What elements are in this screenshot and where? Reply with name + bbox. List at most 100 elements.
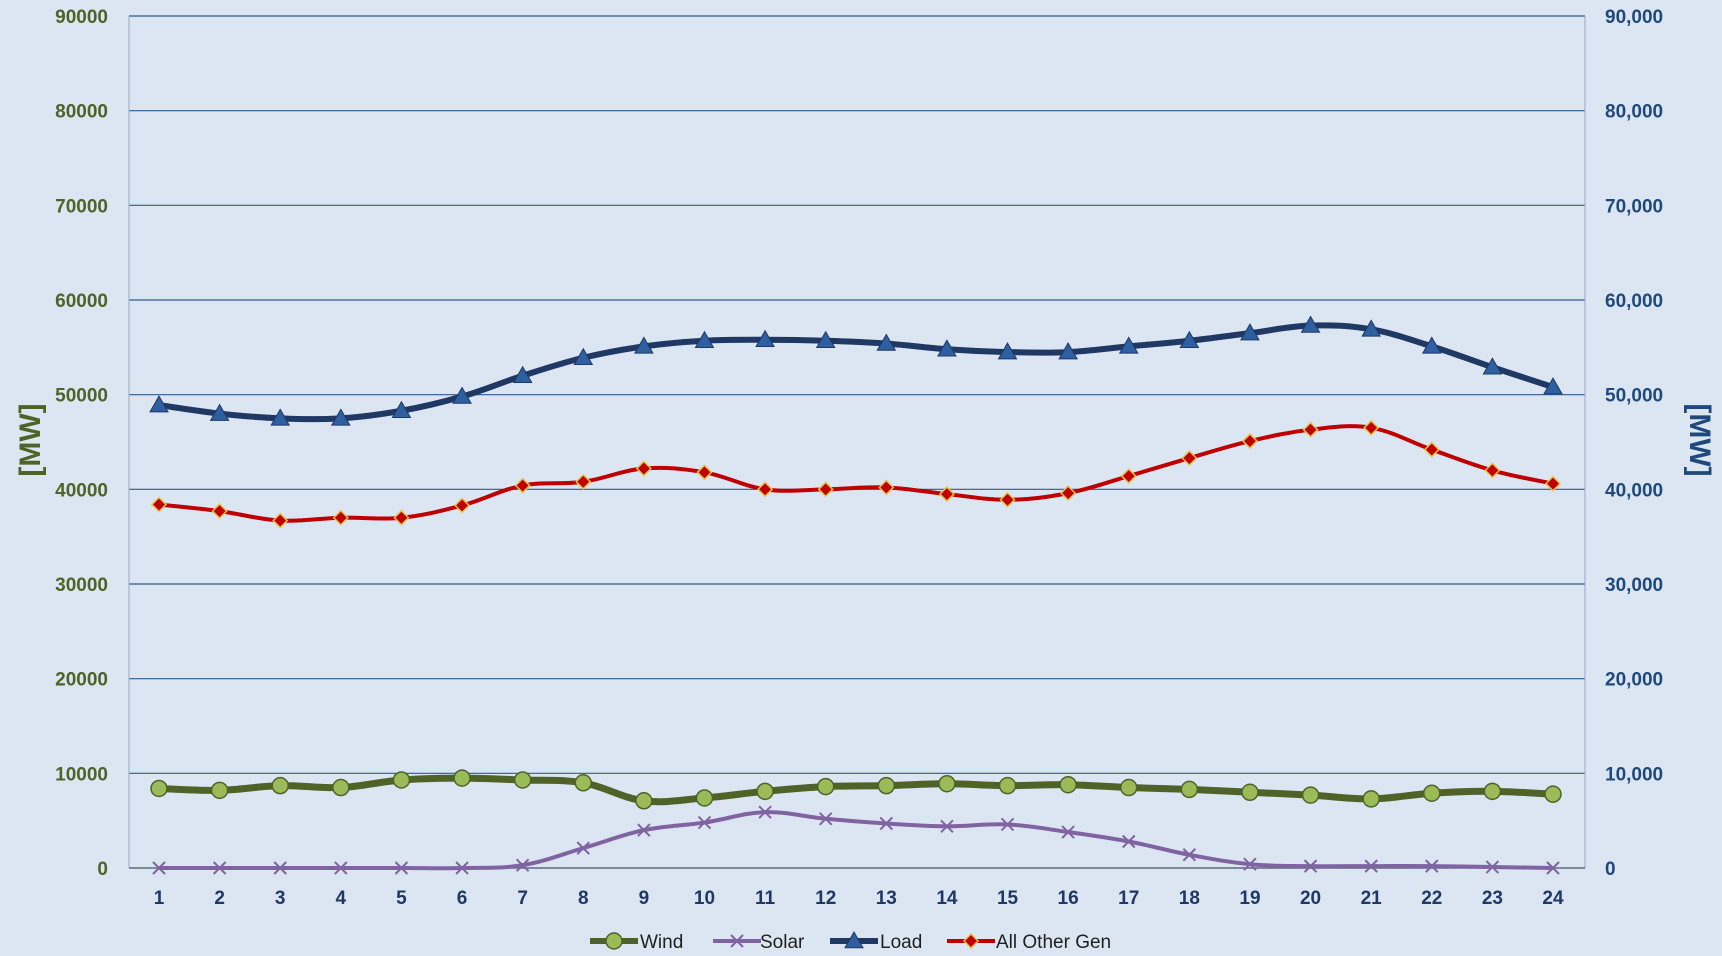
- legend-label-load: Load: [880, 932, 922, 953]
- data-point-load: [149, 395, 169, 413]
- data-point-all-other-gen: [1544, 475, 1562, 492]
- data-point-load: [330, 408, 351, 426]
- data-point-load: [452, 386, 472, 404]
- x-tick-label: 5: [396, 888, 407, 909]
- data-point-all-other-gen: [1423, 441, 1440, 458]
- data-point-all-other-gen: [514, 477, 531, 494]
- data-point-all-other-gen: [575, 473, 592, 490]
- data-point-wind: [1544, 785, 1562, 803]
- x-tick-label: 1: [154, 888, 165, 909]
- data-point-wind: [1483, 782, 1502, 801]
- legend-item-solar: Solar: [713, 932, 805, 953]
- data-point-all-other-gen: [757, 481, 774, 498]
- left-y-tick-label: 80000: [55, 102, 108, 123]
- data-point-wind: [998, 776, 1017, 795]
- data-point-load: [997, 342, 1018, 360]
- x-tick-label: 17: [1118, 888, 1139, 909]
- data-point-solar: [1000, 817, 1015, 832]
- data-point-wind: [1241, 783, 1259, 802]
- data-point-wind: [150, 779, 168, 798]
- x-tick-label: 19: [1239, 888, 1260, 909]
- legend-item-wind: Wind: [590, 932, 683, 953]
- data-point-wind: [938, 774, 956, 793]
- data-point-load: [634, 336, 654, 354]
- left-y-tick-label: 40000: [55, 480, 108, 501]
- x-tick-label: 20: [1300, 888, 1321, 909]
- data-point-load: [1058, 342, 1078, 360]
- series-layer: [149, 315, 1563, 875]
- data-point-wind: [1059, 775, 1077, 794]
- data-point-load: [1421, 336, 1442, 354]
- data-point-wind: [210, 781, 229, 800]
- data-point-wind: [756, 782, 774, 801]
- data-point-solar: [1546, 861, 1560, 875]
- right-y-tick-label: 40,000: [1605, 480, 1663, 501]
- data-point-solar: [758, 805, 772, 819]
- data-point-all-other-gen: [453, 497, 471, 514]
- data-point-wind: [877, 776, 896, 795]
- x-tick-label: 9: [639, 888, 650, 909]
- series-load: [149, 315, 1563, 426]
- legend-marker-wind: [605, 932, 623, 950]
- left-y-tick-label: 10000: [55, 764, 108, 785]
- x-tick-label: 6: [457, 888, 468, 909]
- data-point-wind: [392, 771, 411, 789]
- data-point-all-other-gen: [696, 464, 713, 481]
- left-y-tick-label: 30000: [55, 575, 108, 596]
- data-point-solar: [1061, 825, 1075, 839]
- legend-marker-all-other-gen: [962, 932, 980, 950]
- data-point-solar: [1364, 859, 1378, 873]
- plot-area: [129, 16, 1585, 868]
- x-ticks: 1 2 3 4 5 6 7 8 9 10 11 12 13 14 15 16 17 18 19 20 21 22 23 24: [154, 888, 1564, 909]
- legend-item-all-other-gen: All Other Gen: [947, 932, 1111, 953]
- series-line-solar: [159, 810, 1554, 871]
- x-tick-label: 18: [1179, 888, 1200, 909]
- x-tick-label: 7: [517, 888, 528, 909]
- data-point-load: [937, 339, 957, 357]
- data-point-solar: [455, 861, 469, 875]
- legend-marker-load: [844, 930, 864, 949]
- data-point-wind: [816, 777, 835, 796]
- legend-item-load: Load: [830, 930, 922, 953]
- x-tick-label: 3: [275, 888, 286, 909]
- left-y-tick-label: 0: [97, 859, 108, 880]
- data-point-all-other-gen: [1302, 421, 1319, 438]
- data-point-wind: [271, 776, 289, 795]
- x-tick-label: 22: [1421, 888, 1442, 909]
- data-point-wind: [513, 771, 532, 789]
- series-all-other-gen: [150, 419, 1562, 529]
- right-y-tick-label: 20,000: [1605, 670, 1663, 691]
- data-point-load: [1300, 315, 1321, 333]
- data-point-solar: [637, 823, 651, 837]
- data-point-wind: [1119, 778, 1138, 797]
- left-axis-title: [MW]: [14, 403, 47, 476]
- right-y-tick-label: 70,000: [1605, 196, 1663, 217]
- data-point-all-other-gen: [1060, 485, 1077, 502]
- left-y-tick-label: 20000: [55, 670, 108, 691]
- data-point-solar: [273, 861, 287, 875]
- x-tick-label: 15: [997, 888, 1019, 909]
- data-point-load: [815, 330, 836, 348]
- data-point-solar: [1485, 860, 1500, 874]
- data-point-load: [1118, 336, 1139, 354]
- right-y-tick-label: 90,000: [1605, 7, 1663, 28]
- data-point-load: [694, 330, 715, 348]
- data-point-load: [1240, 323, 1260, 341]
- data-point-wind: [1180, 780, 1199, 799]
- left-y-tick-label: 50000: [55, 386, 108, 407]
- series-solar: [152, 805, 1560, 875]
- data-point-all-other-gen: [999, 491, 1016, 508]
- data-point-wind: [1423, 784, 1441, 802]
- data-point-wind: [1362, 790, 1380, 808]
- data-point-wind: [453, 769, 471, 787]
- x-tick-label: 8: [578, 888, 589, 909]
- right-y-tick-label: 0: [1605, 859, 1616, 880]
- data-point-solar: [394, 861, 409, 875]
- data-point-solar: [515, 858, 530, 872]
- data-point-all-other-gen: [393, 509, 410, 526]
- right-y-tick-label: 80,000: [1605, 102, 1663, 123]
- data-point-solar: [576, 841, 590, 855]
- x-tick-label: 13: [876, 888, 897, 909]
- data-point-load: [270, 408, 291, 426]
